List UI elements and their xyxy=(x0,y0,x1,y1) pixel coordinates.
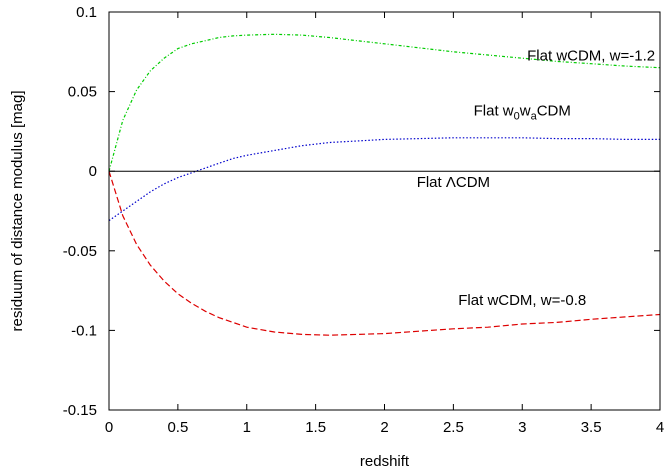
plot-frame xyxy=(108,11,661,411)
x-tick-label: 1 xyxy=(243,419,251,436)
series-label: Flat wCDM, w=-1.2 xyxy=(527,48,655,65)
series-label: Flat ΛCDM xyxy=(417,174,490,191)
y-tick-label: -0.1 xyxy=(71,322,97,339)
series-layer xyxy=(108,33,661,336)
x-axis-label: redshift xyxy=(360,453,410,470)
x-tick-label: 4 xyxy=(656,419,664,436)
x-tick-label: 2 xyxy=(380,419,388,436)
series-label: Flat w0waCDM xyxy=(474,102,571,122)
x-tick-label: 2.5 xyxy=(443,419,464,436)
x-tick-label: 1.5 xyxy=(305,419,326,436)
x-tick-label: 3 xyxy=(518,419,526,436)
y-tick-label: -0.15 xyxy=(63,402,97,419)
x-tick-label: 3.5 xyxy=(581,419,602,436)
series-label: Flat wCDM, w=-0.8 xyxy=(458,292,586,309)
y-tick-label: 0 xyxy=(89,163,97,180)
y-tick-label: 0.05 xyxy=(68,84,97,101)
labels-layer: Flat wCDM, w=-1.2 Flat w0waCDM Flat ΛCDM Fl… xyxy=(417,48,655,309)
y-tick-label: 0.1 xyxy=(76,4,97,21)
series-line-0 xyxy=(108,33,661,172)
ticks-layer: 0 0.5 1 1.5 2 2.5 3 3.5 4 -0.15 -0.1 -0.05 0 0.05 0.1 xyxy=(63,4,664,436)
y-axis-label: residuum of distance modulus [mag] xyxy=(9,91,26,332)
y-tick-label: -0.05 xyxy=(63,243,97,260)
x-tick-label: 0.5 xyxy=(167,419,188,436)
series-line-1 xyxy=(108,137,660,222)
x-tick-label: 0 xyxy=(105,419,113,436)
series-line-3 xyxy=(108,171,661,336)
